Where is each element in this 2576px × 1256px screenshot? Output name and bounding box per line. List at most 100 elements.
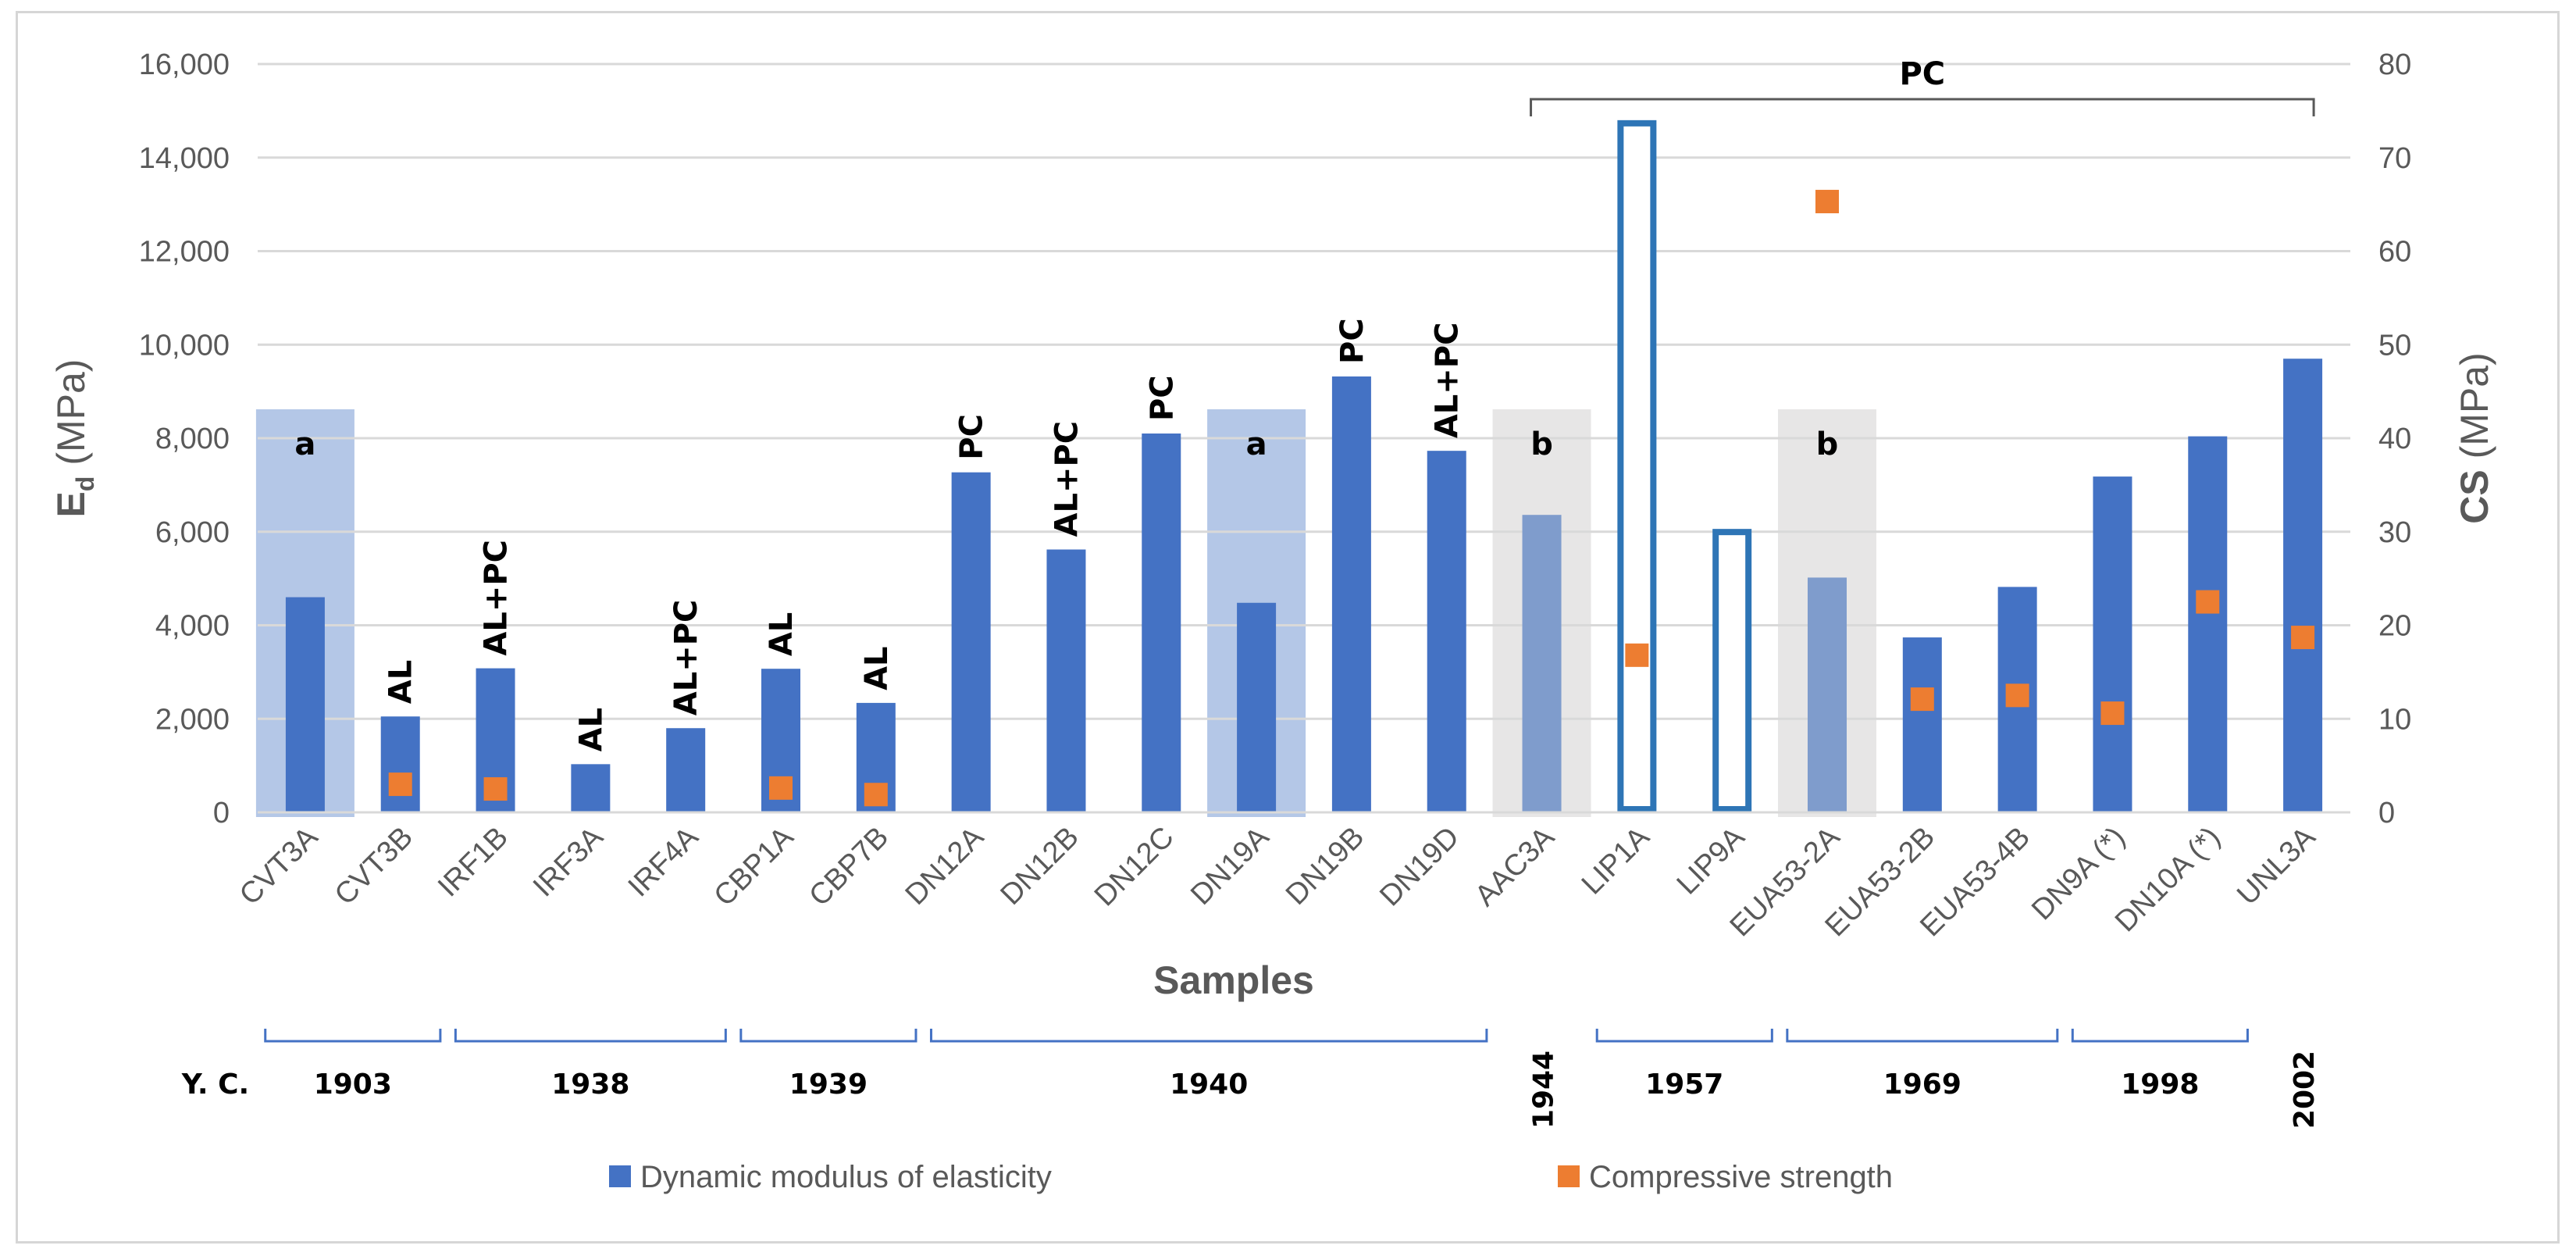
x-tick-label: DN19A — [1185, 820, 1276, 912]
bar-dn9a — [2093, 476, 2132, 812]
x-tick-label: CBP1A — [708, 820, 800, 912]
x-tick-label: LIP9A — [1671, 820, 1751, 901]
cs-marker-eua53-4b — [2005, 683, 2029, 708]
y-tick-label: 2,000 — [155, 703, 230, 736]
bar-annotation: PC — [1334, 318, 1370, 364]
y-tick-label: 8,000 — [155, 423, 230, 455]
cs-marker-eua53-2a — [1815, 190, 1839, 214]
bar-aac3a — [1522, 515, 1562, 812]
bar-eua53-2a — [1808, 577, 1847, 812]
bar-dn12c — [1142, 434, 1181, 812]
cs-marker-eua53-2b — [1910, 687, 1934, 712]
bar-lip9a — [1712, 529, 1752, 812]
legend-label: Dynamic modulus of elasticity — [640, 1160, 1052, 1194]
cs-marker-unl3a — [2291, 626, 2315, 650]
y-tick-label: 6,000 — [155, 516, 230, 549]
bar-dn19b — [1331, 376, 1371, 813]
y2-tick-label: 70 — [2378, 142, 2411, 175]
legend-swatch — [609, 1165, 631, 1187]
year-bracket — [1595, 1029, 1773, 1043]
y2-tick-label: 20 — [2378, 610, 2411, 643]
y2-tick-label: 80 — [2378, 48, 2411, 81]
y-tick-label: 0 — [213, 797, 230, 830]
year-label: 2002 — [2289, 1051, 2321, 1129]
y-tick-label: 16,000 — [139, 48, 230, 81]
bar-dn19a — [1237, 602, 1277, 812]
bar-annotation: AL+PC — [668, 600, 704, 716]
bar-annotation: AL+PC — [1049, 421, 1085, 537]
y2-tick-label: 60 — [2378, 236, 2411, 269]
year-label: 1998 — [2121, 1069, 2199, 1101]
bar-dn12b — [1046, 549, 1086, 812]
y-tick-label: 10,000 — [139, 329, 230, 362]
bar-annotation: AL — [764, 612, 800, 656]
year-bracket — [264, 1029, 442, 1043]
x-tick-label: DN12C — [1088, 821, 1181, 913]
bar-annotation: PC — [954, 414, 990, 460]
year-label: 1944 — [1528, 1051, 1560, 1129]
year-bracket — [2071, 1029, 2249, 1043]
bar-annotation: AL — [859, 646, 895, 690]
x-tick-label: UNL3A — [2231, 820, 2322, 912]
group-backgrounds — [255, 409, 1876, 817]
x-tick-label: DN12B — [994, 821, 1085, 912]
year-label: 1939 — [789, 1069, 868, 1101]
x-tick-label: DN12A — [900, 820, 991, 912]
markers-compressive-strength — [388, 190, 2315, 807]
cs-marker-cbp1a — [769, 776, 793, 800]
x-axis-title: Samples — [1153, 958, 1314, 1002]
y2-tick-label: 0 — [2378, 797, 2395, 830]
y-axis-title: Ed (MPa) — [49, 359, 99, 518]
year-bracket — [1786, 1029, 2059, 1043]
cs-marker-dn10a — [2196, 590, 2220, 614]
year-label: 1969 — [1883, 1069, 1961, 1101]
y2-tick-label: 30 — [2378, 516, 2411, 549]
x-tick-label: DN19D — [1374, 821, 1466, 913]
x-tick-label: CVT3A — [233, 820, 325, 912]
bar-annotation: AL — [383, 660, 419, 704]
legend: Dynamic modulus of elasticity Compressive… — [609, 1160, 1893, 1194]
y2-tick-label: 50 — [2378, 329, 2411, 362]
bar-annotation: PC — [1144, 375, 1180, 421]
bar-annotation: AL+PC — [1430, 323, 1466, 439]
group-label: a — [294, 426, 315, 462]
cs-marker-cvt3b — [388, 773, 412, 797]
bar-unl3a — [2283, 359, 2323, 812]
year-label: 1940 — [1170, 1069, 1248, 1101]
cs-marker-cbp7b — [864, 783, 888, 807]
year-row: Y. C. 1903 1938 1939 1940 1944 1957 1969 1998 200… — [181, 1029, 2321, 1129]
bar-annotation: AL — [573, 708, 609, 751]
legend-label: Compressive strength — [1589, 1160, 1893, 1194]
bar-cvt3a — [285, 597, 325, 812]
cs-marker-irf1b — [483, 777, 508, 801]
x-tick-label: IRF4A — [622, 820, 705, 903]
y-tick-label: 14,000 — [139, 142, 230, 175]
y-tick-label: 4,000 — [155, 610, 230, 643]
bar-dn19d — [1427, 451, 1466, 812]
year-label: 1938 — [551, 1069, 629, 1101]
bar-dn10a — [2188, 436, 2228, 812]
year-label: 1957 — [1645, 1069, 1723, 1101]
x-tick-label: AAC3A — [1469, 820, 1561, 912]
year-label: 1903 — [314, 1069, 392, 1101]
pc-bracket — [1530, 98, 2315, 116]
group-label: b — [1816, 426, 1839, 462]
legend-swatch — [1558, 1165, 1580, 1187]
x-tick-label: CBP7B — [803, 821, 895, 913]
year-row-label: Y. C. — [181, 1069, 249, 1101]
bar-irf4a — [666, 728, 706, 812]
bar-annotations: a a b b AL AL+PC AL AL+PC AL AL PC AL+PC PC PC AL+PC PC — [294, 56, 2315, 751]
x-tick-label: IRF1B — [432, 821, 515, 904]
y2-tick-label: 10 — [2378, 703, 2411, 736]
year-bracket — [929, 1029, 1488, 1043]
group-label: a — [1246, 426, 1267, 462]
bar-dn12a — [951, 472, 991, 812]
x-tick-label: LIP1A — [1576, 820, 1656, 901]
bar-annotation: AL+PC — [479, 540, 515, 656]
year-bracket — [739, 1029, 917, 1043]
group-label: b — [1530, 426, 1553, 462]
cs-marker-lip1a — [1625, 643, 1649, 667]
bar-eua53-2b — [1902, 637, 1942, 812]
x-tick-label: CVT3B — [329, 821, 419, 912]
